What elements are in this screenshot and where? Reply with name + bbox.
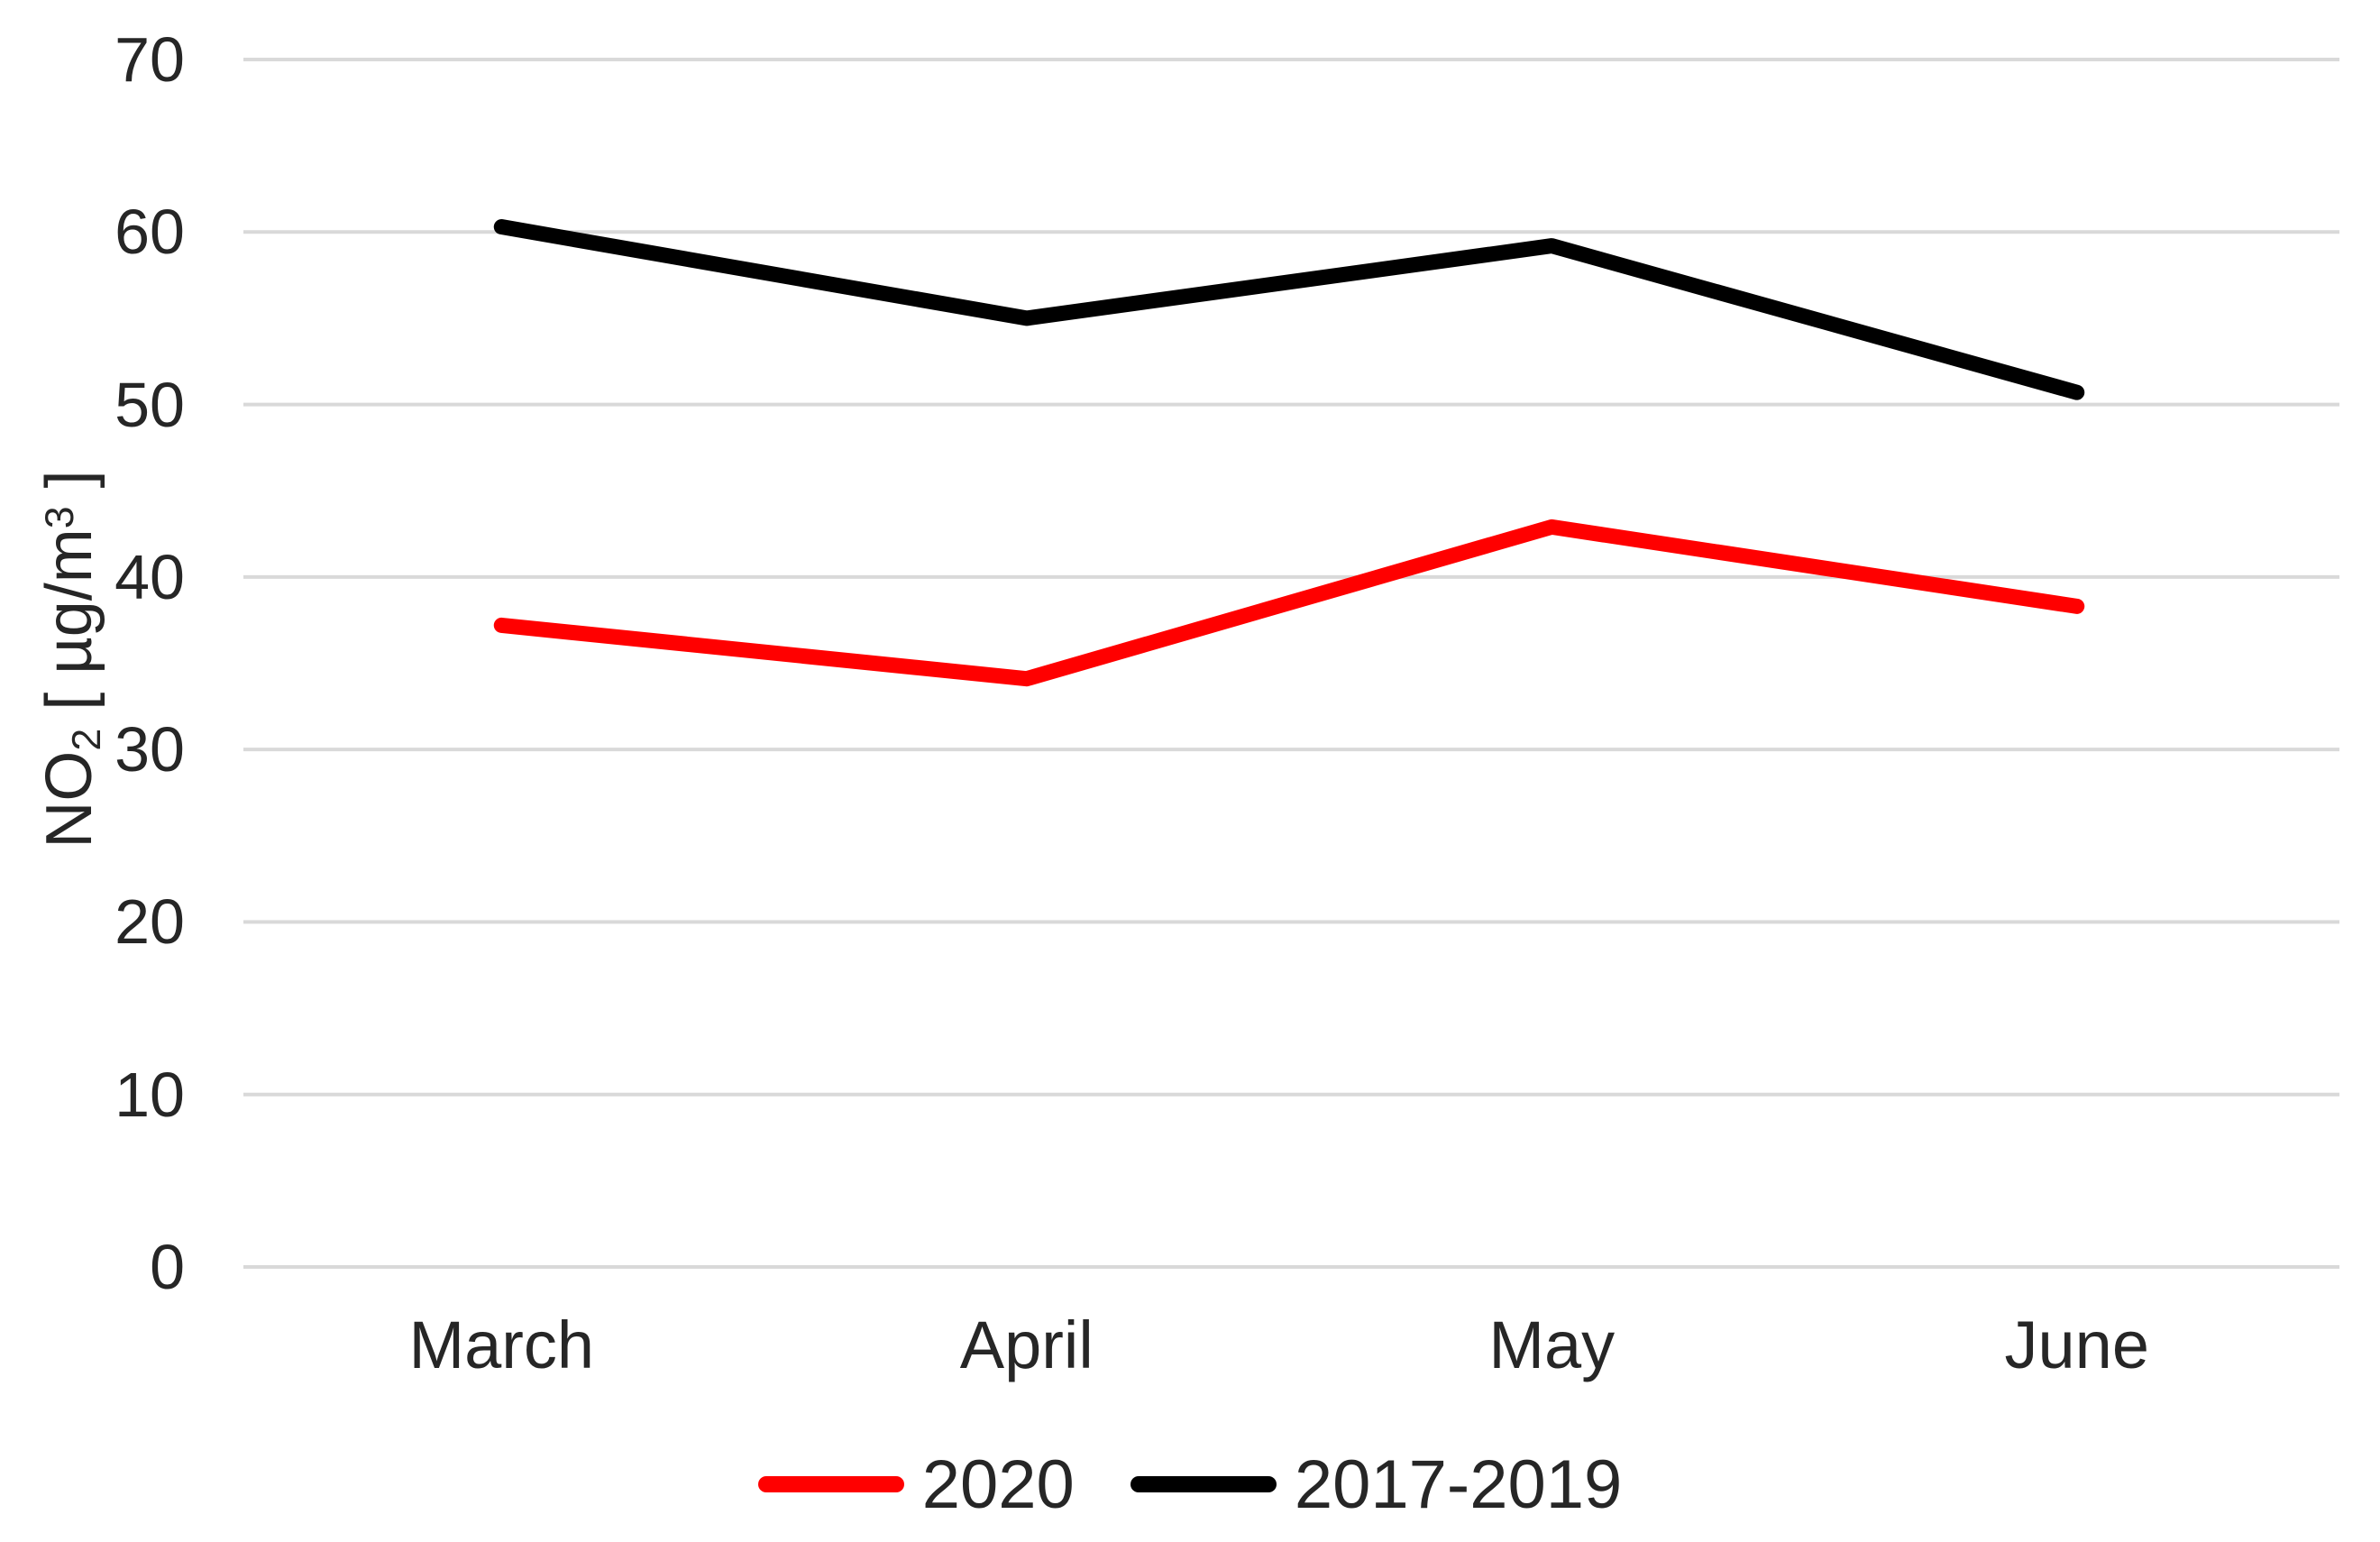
x-category-label-april: April <box>959 1308 1094 1382</box>
x-category-label-june: June <box>2004 1308 2149 1382</box>
y-tick-label-40: 40 <box>114 541 185 612</box>
y-tick-label-20: 20 <box>114 886 185 958</box>
legend-item-2020: 2020 <box>757 1446 1075 1524</box>
y-tick-label-50: 50 <box>114 369 185 440</box>
y-tick-label-0: 0 <box>150 1232 185 1302</box>
y-axis-title-end: ] <box>33 470 106 507</box>
x-category-label-march: March <box>408 1308 595 1382</box>
legend-label-2020: 2020 <box>921 1446 1075 1523</box>
y-tick-label-70: 70 <box>114 24 185 95</box>
y-axis-title-base: NO <box>33 750 106 849</box>
legend-label-2017-2019: 2017-2019 <box>1294 1446 1623 1523</box>
series-line-2020 <box>493 519 2085 687</box>
legend-line-swatch-black <box>1130 1476 1277 1492</box>
y-axis-title-mid: [ µg/m <box>33 528 106 729</box>
y-tick-label-60: 60 <box>114 197 185 268</box>
x-category-label-may: May <box>1488 1308 1616 1382</box>
y-axis-title-subscript: 2 <box>64 728 109 751</box>
legend: 2020 2017-2019 <box>0 1439 2380 1529</box>
series-line-2017-2019 <box>493 219 2085 400</box>
legend-item-2017-2019: 2017-2019 <box>1130 1446 1622 1524</box>
y-axis-title: NO2 [ µg/m3 ] <box>20 344 109 975</box>
y-tick-label-10: 10 <box>114 1059 185 1130</box>
y-tick-label-30: 30 <box>114 714 185 785</box>
y-axis-title-superscript: 3 <box>38 506 82 529</box>
legend-line-swatch-red <box>757 1476 904 1492</box>
